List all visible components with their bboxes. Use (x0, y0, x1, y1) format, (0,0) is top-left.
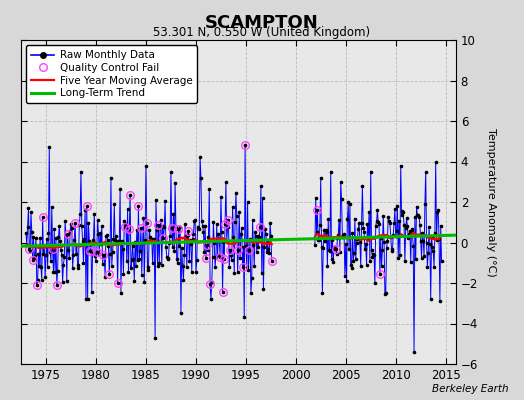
Text: 53.301 N, 0.550 W (United Kingdom): 53.301 N, 0.550 W (United Kingdom) (154, 26, 370, 39)
Text: Berkeley Earth: Berkeley Earth (432, 384, 508, 394)
Y-axis label: Temperature Anomaly (°C): Temperature Anomaly (°C) (486, 128, 496, 276)
Text: SCAMPTON: SCAMPTON (205, 14, 319, 32)
Legend: Raw Monthly Data, Quality Control Fail, Five Year Moving Average, Long-Term Tren: Raw Monthly Data, Quality Control Fail, … (26, 45, 198, 104)
